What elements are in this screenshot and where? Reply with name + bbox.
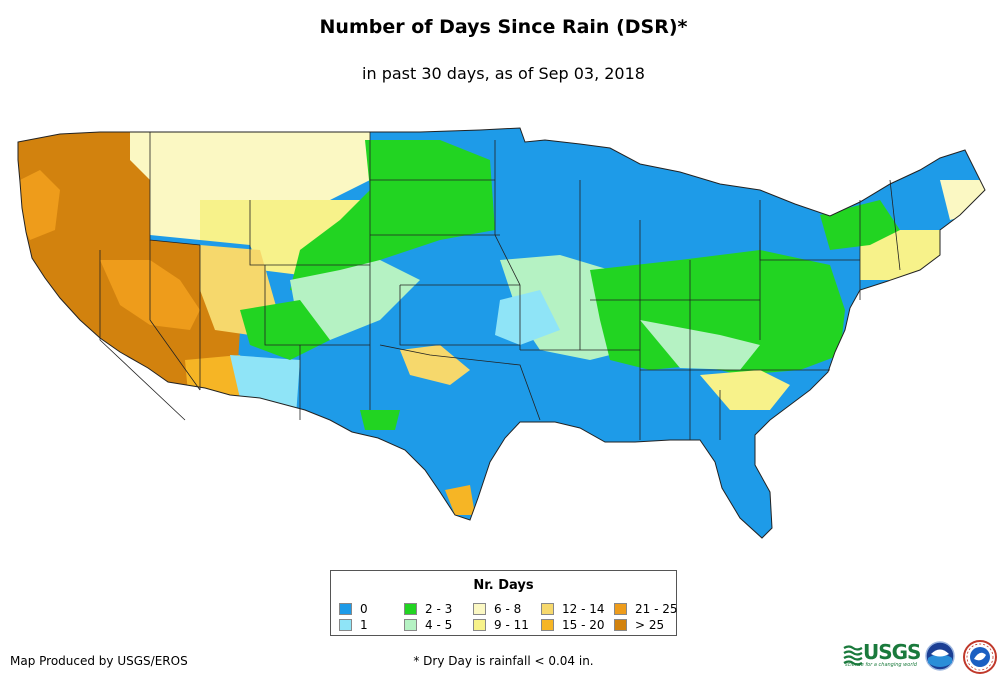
legend-item: 1 xyxy=(339,618,368,632)
us-map-svg xyxy=(17,127,986,539)
noaa-logo-icon xyxy=(925,641,955,671)
legend-item: 12 - 14 xyxy=(541,602,605,616)
usgs-logo: USGS science for a changing world xyxy=(843,640,921,668)
legend-swatch xyxy=(404,603,417,615)
zone-tennessee-4-5 xyxy=(640,320,760,370)
legend-swatch xyxy=(339,603,352,615)
zone-texas-12-14 xyxy=(400,345,470,385)
legend-item: 6 - 8 xyxy=(473,602,521,616)
legend-title: Nr. Days xyxy=(473,578,534,593)
legend-label: 21 - 25 xyxy=(635,602,678,616)
legend-item: 4 - 5 xyxy=(404,618,452,632)
map-subtitle: in past 30 days, as of Sep 03, 2018 xyxy=(362,64,645,83)
state-borders xyxy=(99,132,901,440)
usgs-tagline: science for a changing world xyxy=(845,662,917,668)
zone-oregon-coast-21-25 xyxy=(20,170,60,240)
zone-nebraska-4-5 xyxy=(290,260,420,340)
footnote: * Dry Day is rainfall < 0.04 in. xyxy=(413,654,594,668)
legend-item: 2 - 3 xyxy=(404,602,452,616)
zone-carolinas-9-11 xyxy=(700,370,790,410)
credit-text: Map Produced by USGS/EROS xyxy=(10,654,188,668)
nws-logo-icon xyxy=(963,640,997,674)
legend-swatch xyxy=(541,603,554,615)
zone-arizona-1 xyxy=(230,355,300,430)
legend-label: 6 - 8 xyxy=(494,602,522,616)
legend-swatch xyxy=(614,603,627,615)
map-title: Number of Days Since Rain (DSR)* xyxy=(319,16,688,38)
legend-swatch xyxy=(473,619,486,631)
legend-label: 1 xyxy=(360,618,368,632)
legend-swatch xyxy=(404,619,417,631)
legend-label: 2 - 3 xyxy=(425,602,453,616)
legend-item: > 25 xyxy=(614,618,664,632)
legend-label: > 25 xyxy=(635,618,665,632)
legend-item: 9 - 11 xyxy=(473,618,529,632)
legend-swatch xyxy=(614,619,627,631)
zone-texas-2-3 xyxy=(360,410,400,430)
zone-south-texas-15-20 xyxy=(445,485,475,515)
legend-swatch xyxy=(541,619,554,631)
dsr-map xyxy=(0,120,1007,550)
legend-label: 12 - 14 xyxy=(562,602,605,616)
legend-label: 15 - 20 xyxy=(562,618,605,632)
zone-kansas-1 xyxy=(495,290,560,345)
zone-ohio-valley-2-3 xyxy=(590,250,845,375)
legend-swatch xyxy=(473,603,486,615)
legend-swatch xyxy=(339,619,352,631)
zone-north-rockies-6-8 xyxy=(130,130,370,240)
usgs-logo-text: USGS xyxy=(863,640,921,664)
legend-label: 4 - 5 xyxy=(425,618,453,632)
legend: Nr. Days 0 1 2 - 3 4 - 5 6 - 8 9 - 11 12 - 14 1… xyxy=(330,570,678,636)
zone-dakotas-2-3 xyxy=(290,140,495,295)
legend-label: 9 - 11 xyxy=(494,618,529,632)
legend-item: 0 xyxy=(339,602,368,616)
legend-item: 21 - 25 xyxy=(614,602,678,616)
usgs-wave-icon xyxy=(843,645,863,666)
legend-label: 0 xyxy=(360,602,368,616)
legend-item: 15 - 20 xyxy=(541,618,605,632)
